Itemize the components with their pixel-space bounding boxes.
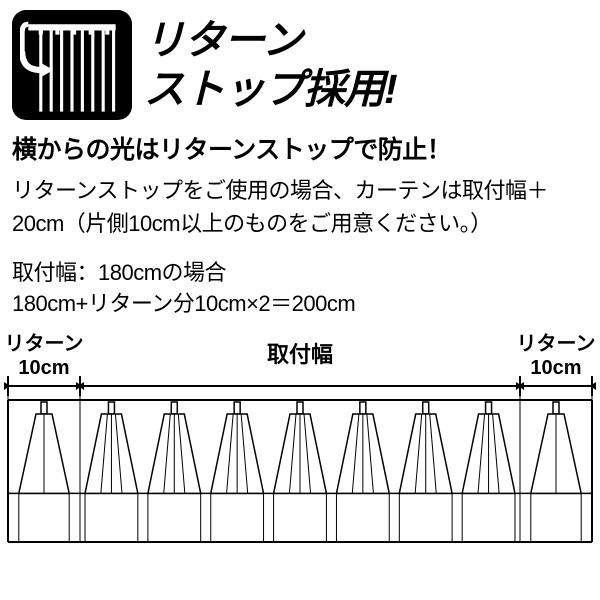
example-line1: 取付幅：180cmの場合 bbox=[12, 260, 226, 285]
svg-text:10cm: 10cm bbox=[530, 357, 581, 379]
main-title: リターン ストップ採用! bbox=[144, 10, 397, 114]
svg-text:リターン: リターン bbox=[517, 332, 596, 355]
svg-text:10cm: 10cm bbox=[18, 357, 69, 379]
example-line2: 180cm+リターン分10cm×2＝200cm bbox=[12, 291, 355, 316]
return-stop-icon bbox=[12, 10, 132, 120]
title-line2: ストップ採用! bbox=[144, 66, 397, 112]
description: リターンストップをご使用の場合、カーテンは取付幅＋20cm（片側10cm以上のも… bbox=[0, 172, 600, 248]
subtitle: 横からの光はリターンストップで防止！ bbox=[0, 124, 600, 172]
svg-text:リターン: リターン bbox=[5, 332, 84, 355]
curtain-diagram: リターン10cmリターン10cm取付幅 bbox=[0, 328, 600, 548]
svg-text:取付幅: 取付幅 bbox=[267, 342, 333, 367]
title-line1: リターン bbox=[144, 17, 302, 63]
example-block: 取付幅：180cmの場合 180cm+リターン分10cm×2＝200cm bbox=[0, 248, 600, 328]
